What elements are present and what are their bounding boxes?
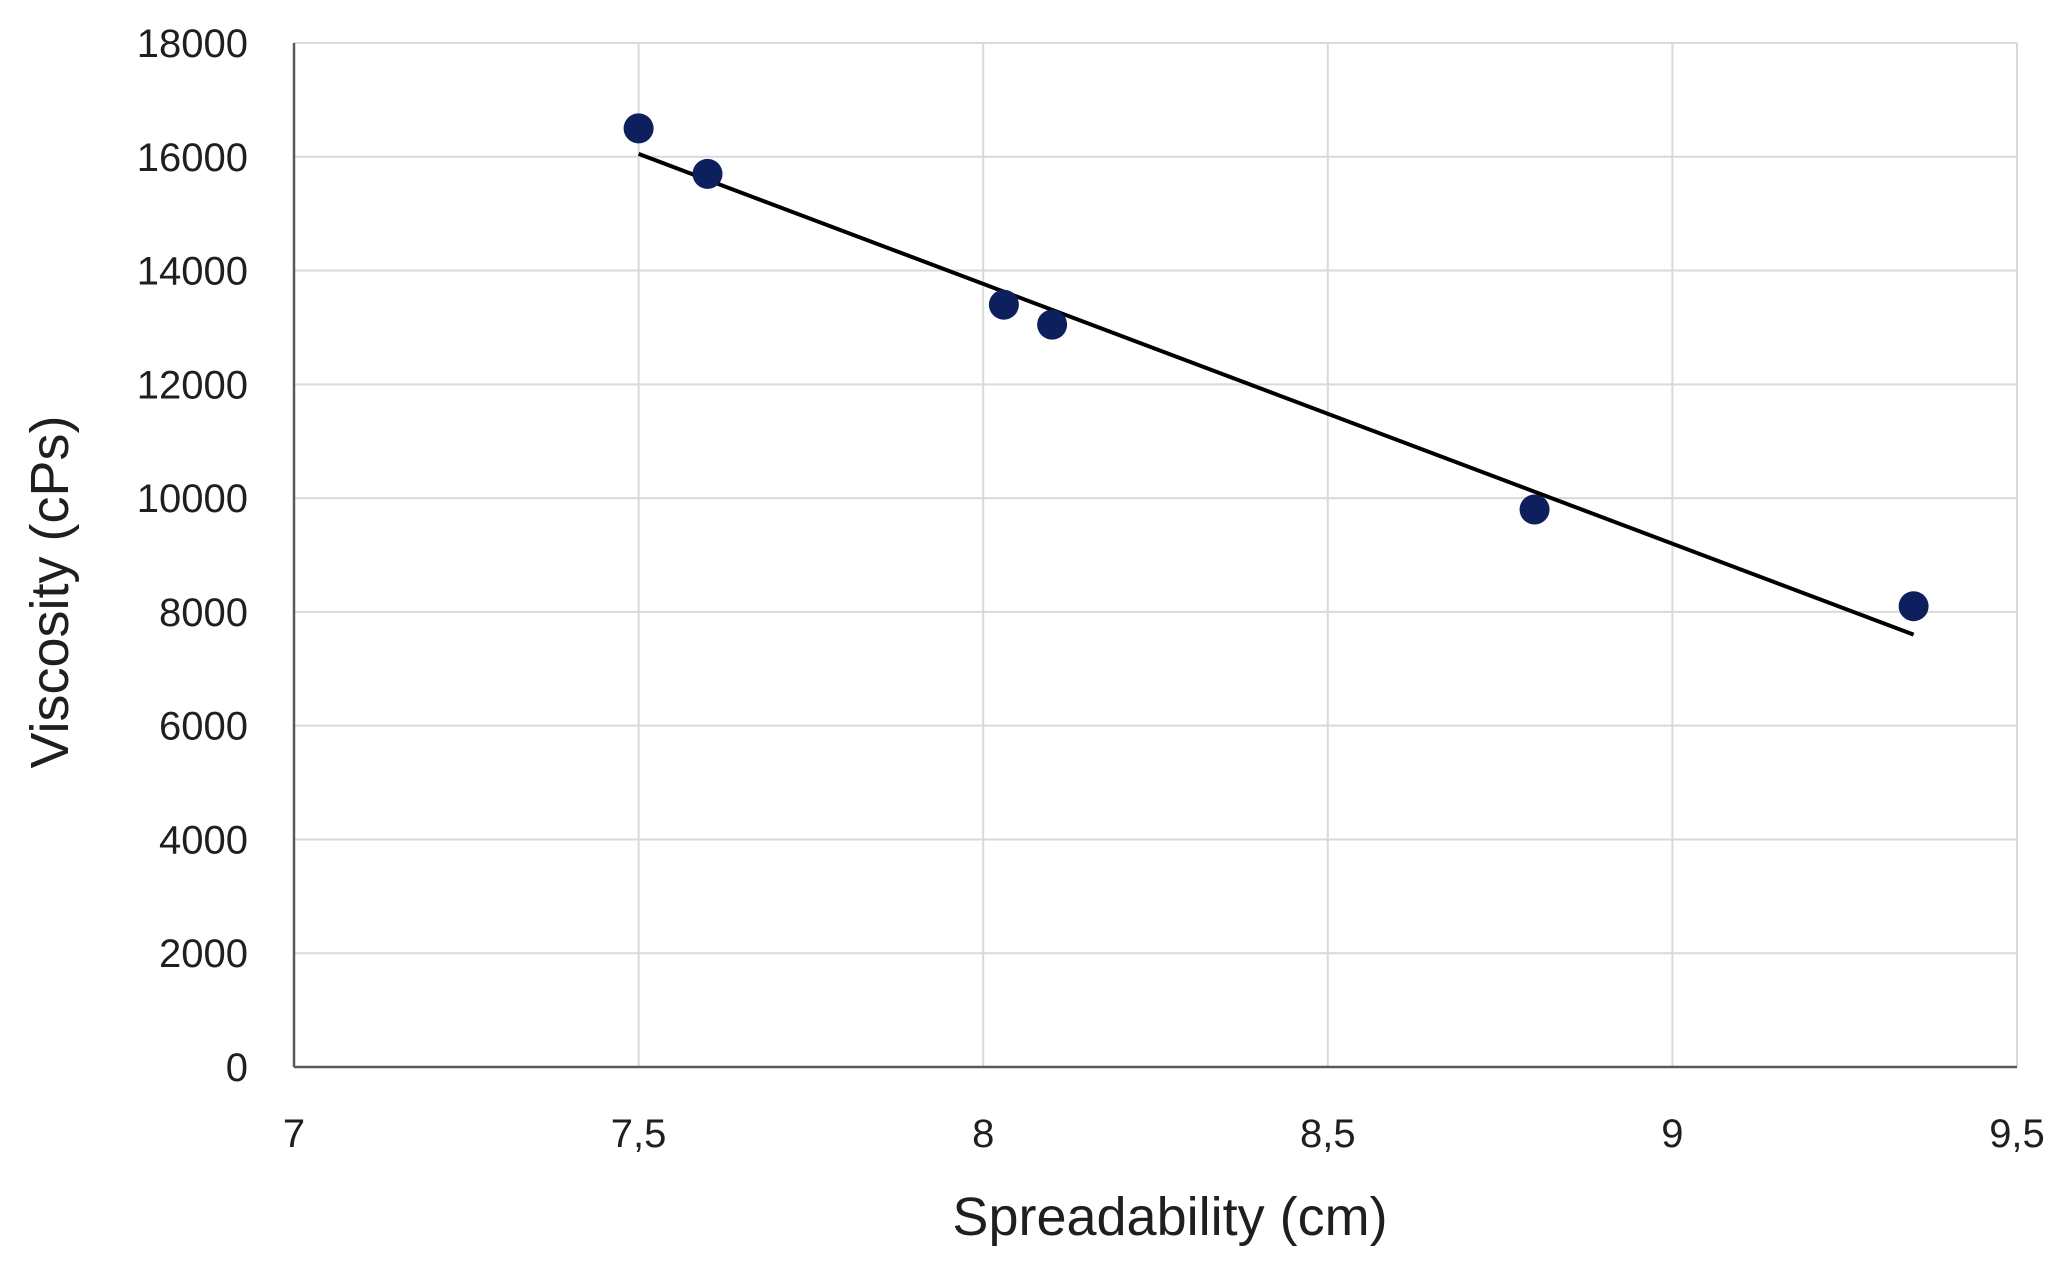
y-tick-label: 0 [226,1046,248,1090]
gridlines [294,42,2018,1067]
y-tick-labels: 0 2000 4000 6000 8000 10000 12000 14000 16000 180… [137,22,248,1090]
y-tick-label: 18000 [137,22,248,66]
y-axis-title: Viscosity (cPs) [20,415,80,768]
x-tick-label: 9,5 [1989,1112,2045,1156]
y-tick-label: 14000 [137,250,248,294]
data-point [1898,591,1929,622]
x-tick-label: 7 [283,1112,305,1156]
y-tick-label: 4000 [159,818,248,862]
x-tick-labels: 7 7,5 8 8,5 9 9,5 [283,1112,2045,1156]
trendline-group [637,152,1915,637]
data-point [1519,494,1550,525]
y-tick-label: 12000 [137,363,248,407]
y-tick-label: 8000 [159,591,248,635]
x-tick-label: 7,5 [611,1112,667,1156]
x-tick-label: 8,5 [1300,1112,1356,1156]
y-tick-label: 6000 [159,705,248,749]
data-point [692,158,723,189]
axes [292,43,2017,1069]
x-tick-label: 9 [1661,1112,1683,1156]
data-points [623,113,1929,622]
data-point [623,113,654,144]
y-tick-label: 2000 [159,932,248,976]
x-axis-title: Spreadability (cm) [952,1187,1387,1247]
x-tick-label: 8 [972,1112,994,1156]
linear-trendline [637,152,1915,637]
y-tick-label: 10000 [137,477,248,521]
data-point [1037,309,1068,340]
y-tick-label: 16000 [137,136,248,180]
data-point [988,289,1019,320]
